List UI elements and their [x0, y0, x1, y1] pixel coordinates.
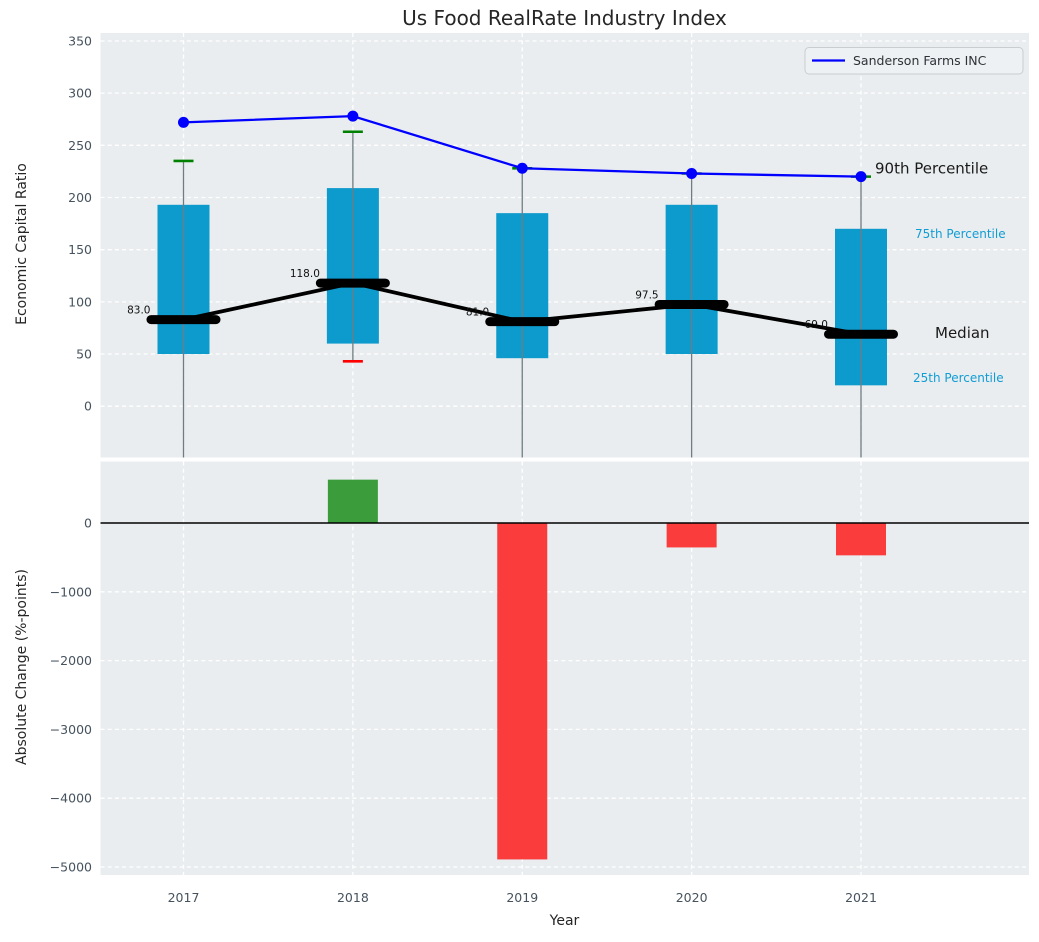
median-value-label-2018: 118.0	[290, 268, 320, 280]
top-ytick-label-250: 250	[68, 138, 92, 153]
sanderson-marker-2018	[347, 110, 359, 122]
x-axis-label: Year	[549, 913, 580, 929]
xtick-label-2020: 2020	[676, 890, 708, 905]
top-ytick-label-50: 50	[76, 347, 92, 362]
top-ytick-label-200: 200	[68, 190, 92, 205]
chart-title: Us Food RealRate Industry Index	[402, 6, 727, 30]
median-value-label-2017: 83.0	[127, 305, 150, 317]
xtick-label-2019: 2019	[506, 890, 538, 905]
top-ytick-label-300: 300	[68, 86, 92, 101]
change-bar-2021	[836, 523, 886, 556]
legend-box	[804, 47, 1024, 75]
annotation-75th-percentile: 75th Percentile	[915, 227, 1006, 241]
median-value-label-2019: 81.0	[466, 307, 489, 319]
bottom-ytick-label--5000: −5000	[50, 860, 92, 875]
xtick-label-2021: 2021	[845, 890, 877, 905]
change-bar-2018	[327, 479, 378, 523]
sanderson-marker-2021	[855, 171, 867, 183]
bottom-ytick-label--4000: −4000	[50, 791, 92, 806]
annotation-25th-percentile: 25th Percentile	[913, 371, 1004, 385]
median-value-label-2020: 97.5	[635, 289, 658, 301]
change-bar-2019	[497, 523, 548, 860]
bottom-ytick-label--2000: −2000	[50, 653, 92, 668]
top-ytick-label-100: 100	[68, 294, 92, 309]
top-panel	[100, 33, 1029, 458]
top-ytick-label-0: 0	[84, 399, 92, 414]
xtick-label-2018: 2018	[337, 890, 369, 905]
top-y-axis-label: Economic Capital Ratio	[14, 163, 30, 325]
annotation-median: Median	[935, 324, 990, 342]
annotation-90th-percentile: 90th Percentile	[875, 159, 988, 177]
bottom-ytick-label--3000: −3000	[50, 722, 92, 737]
top-ytick-label-150: 150	[68, 242, 92, 257]
bottom-y-axis-label: Absolute Change (%-points)	[14, 569, 30, 765]
bottom-ytick-label-0: 0	[84, 516, 92, 531]
xtick-label-2017: 2017	[168, 890, 200, 905]
legend: Sanderson Farms INC	[804, 47, 1024, 75]
legend-label: Sanderson Farms INC	[853, 53, 987, 68]
sanderson-marker-2020	[686, 167, 698, 179]
sanderson-marker-2017	[178, 116, 189, 128]
change-bar-2020	[666, 523, 717, 548]
sanderson-marker-2019	[516, 162, 528, 174]
top-ytick-label-350: 350	[68, 33, 92, 48]
bottom-ytick-label--1000: −1000	[50, 584, 92, 599]
median-value-label-2021: 69.0	[805, 319, 828, 331]
